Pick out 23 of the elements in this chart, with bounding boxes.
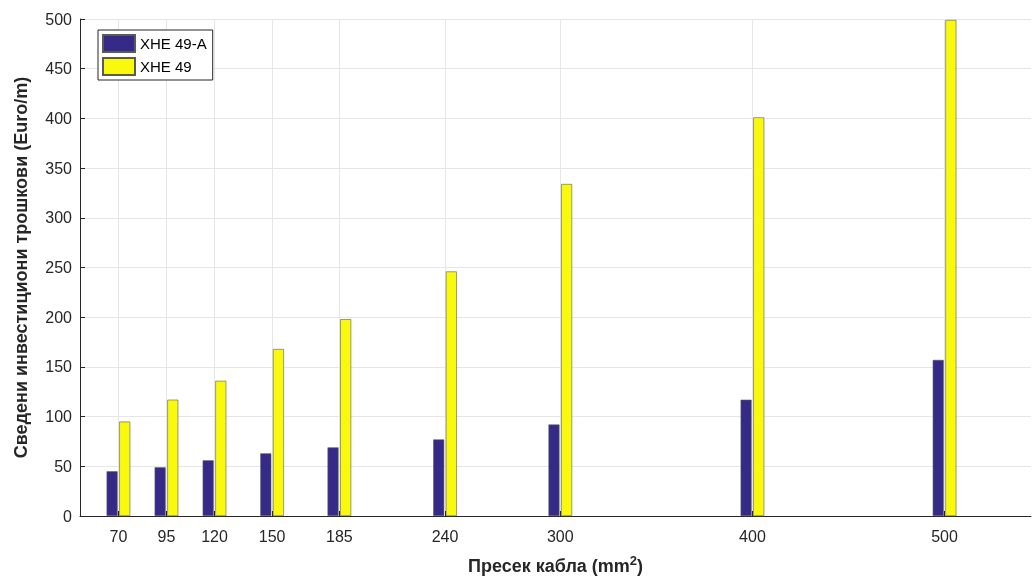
- y-tick-label: 150: [45, 358, 73, 376]
- x-tick-label: 300: [546, 527, 574, 545]
- y-tick-label: 300: [45, 209, 73, 227]
- y-tick-label: 400: [45, 109, 73, 127]
- y-tick-label: 350: [45, 159, 73, 177]
- y-tick-label: 500: [45, 10, 73, 28]
- x-tick-label: 240: [431, 527, 459, 545]
- legend-label: XHE 49-A: [140, 35, 207, 52]
- y-tick-label: 200: [45, 308, 73, 326]
- x-tick-label: 185: [326, 527, 353, 545]
- y-tick-label: 450: [45, 60, 73, 78]
- y-axis-title: Сведени инвестициони трошкови (Euro/m): [11, 76, 31, 459]
- x-tick-label: 120: [201, 527, 228, 545]
- x-tick-label: 500: [931, 527, 958, 545]
- x-tick-label: 150: [258, 527, 286, 545]
- y-tick-label: 100: [45, 408, 73, 426]
- legend-label: XHE 49: [140, 58, 192, 75]
- x-tick-label: 95: [157, 527, 176, 545]
- y-tick-label: 250: [45, 259, 73, 276]
- y-tick-label: 50: [54, 457, 73, 475]
- y-tick-label: 0: [63, 507, 73, 525]
- x-tick-label: 70: [109, 527, 128, 545]
- x-tick-label: 400: [739, 527, 766, 545]
